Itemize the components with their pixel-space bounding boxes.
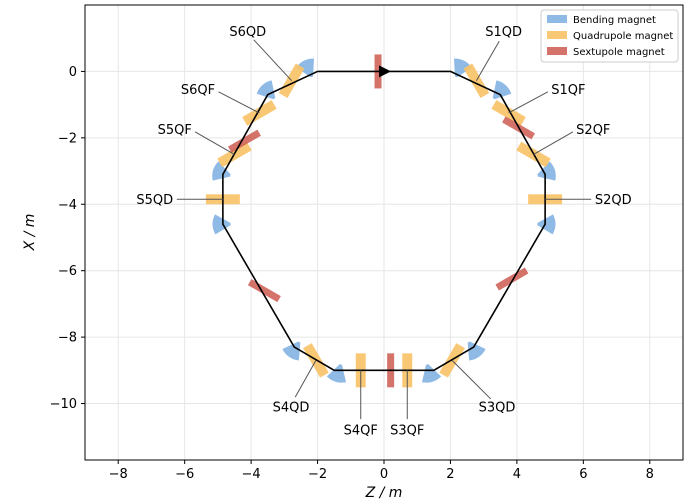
annotation-label: S4QD	[273, 400, 310, 415]
bending-magnet	[212, 161, 231, 181]
annotation-label: S1QD	[485, 25, 522, 40]
annotation-leader	[218, 91, 260, 114]
annotation-leader	[451, 360, 492, 400]
y-tick-label: −4	[58, 198, 77, 213]
bending-magnet	[537, 161, 556, 181]
x-tick-label: 8	[646, 467, 654, 482]
legend-label-quadrupole: Quadrupole magnet	[573, 31, 673, 42]
x-tick-label: −8	[109, 467, 128, 482]
annotation-label: S6QF	[181, 83, 215, 98]
bending-magnet	[326, 364, 347, 383]
y-tick-label: 0	[69, 65, 77, 80]
legend-swatch-sextupole	[547, 47, 567, 55]
sextupole-magnet	[247, 279, 281, 303]
annotation-label: S6QD	[229, 25, 266, 40]
legend-swatch-bending	[547, 15, 567, 23]
y-tick-label: −2	[58, 131, 77, 146]
annotation-label: S2QD	[595, 193, 632, 208]
bending-magnet	[282, 341, 301, 361]
bending-magnet	[212, 214, 231, 235]
x-tick-label: −2	[308, 467, 327, 482]
bending-magnet	[537, 214, 556, 235]
annotation-label: S5QD	[136, 193, 173, 208]
bending-magnet	[467, 341, 486, 361]
annotation-leader	[475, 40, 500, 81]
ticks: −8 −6 −4 −2 0 2 4 6 8 0 −2 −4 −6 −8 −10	[50, 65, 654, 482]
annotation-label: S3QF	[390, 424, 424, 439]
x-tick-label: −6	[175, 467, 194, 482]
bending-magnet	[421, 364, 442, 383]
annotation-leader	[533, 131, 574, 155]
annotation-label: S3QD	[479, 400, 516, 415]
legend-swatch-quadrupole	[547, 31, 567, 39]
legend-label-bending: Bending magnet	[573, 15, 656, 26]
x-tick-label: 4	[513, 467, 521, 482]
x-tick-label: −4	[242, 467, 261, 482]
bending-magnet	[256, 80, 276, 100]
x-tick-label: 6	[579, 467, 587, 482]
legend-label-sextupole: Sextupole magnet	[573, 47, 665, 58]
x-axis-label: Z / m	[365, 485, 403, 501]
y-tick-label: −10	[50, 397, 77, 412]
bending-magnet	[296, 58, 315, 78]
annotation-leader	[294, 360, 317, 398]
direction-arrow	[379, 65, 391, 78]
sextupole-magnet	[227, 129, 261, 153]
bending-magnet	[453, 58, 472, 78]
annotations: S1QD S1QF S2QF S2QD S3QD S3QF S4QF S4QD S5QD S5QF…	[136, 25, 631, 439]
sextupole-magnet	[495, 267, 529, 291]
annotation-leader	[194, 131, 235, 155]
annotation-leader	[508, 91, 549, 114]
y-axis-label: X / m	[22, 214, 38, 252]
bending-magnet	[492, 80, 512, 100]
orbit-line	[222, 70, 546, 372]
legend: Bending magnet Quadrupole magnet Sextupo…	[540, 9, 679, 63]
y-tick-label: −6	[58, 264, 77, 279]
annotation-label: S2QF	[576, 123, 610, 138]
legend-box	[540, 9, 679, 63]
orbit-layer	[222, 65, 546, 372]
annotation-label: S5QF	[158, 123, 192, 138]
x-tick-label: 0	[380, 467, 388, 482]
x-tick-label: 2	[446, 467, 454, 482]
annotation-label: S4QF	[344, 424, 378, 439]
annotation-label: S1QF	[551, 83, 585, 98]
y-tick-label: −8	[58, 331, 77, 346]
annotation-leader	[253, 39, 293, 82]
